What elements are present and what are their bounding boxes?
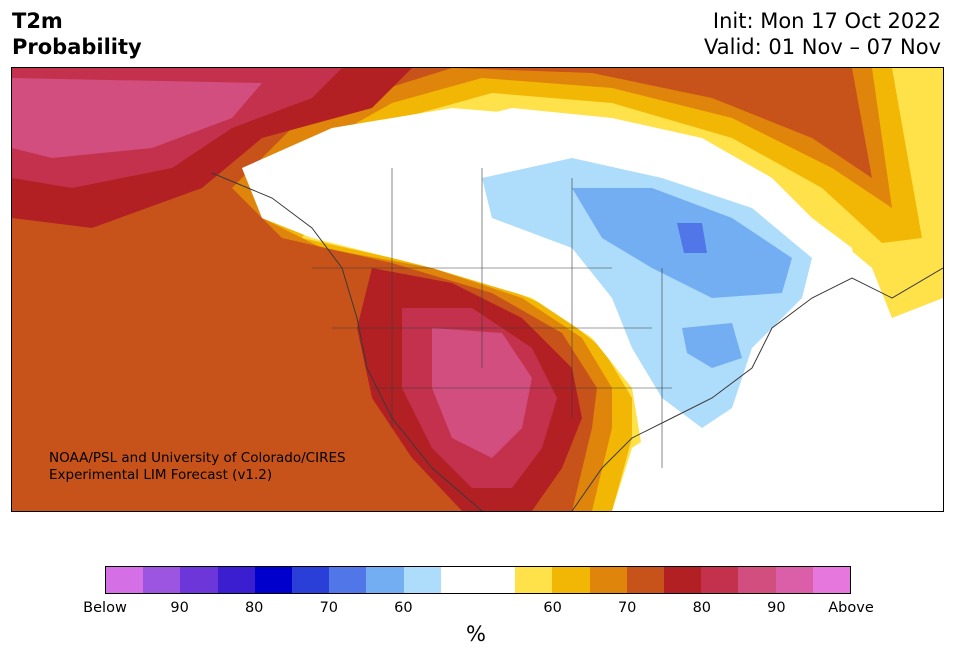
colorbar-tick-labels: Below 90 80 70 60 60 70 80 90 Above bbox=[0, 600, 953, 620]
colorbar-tick-label: 60 bbox=[394, 600, 413, 616]
colorbar-segment bbox=[217, 567, 255, 593]
colorbar-segment bbox=[738, 567, 776, 593]
init-date: Init: Mon 17 Oct 2022 bbox=[712, 9, 941, 33]
colorbar-tick-label: 90 bbox=[170, 600, 189, 616]
below-mid-zone bbox=[572, 188, 792, 368]
forecast-map bbox=[11, 67, 944, 512]
colorbar-tick-label: 60 bbox=[543, 600, 562, 616]
colorbar-tick-label: Below bbox=[83, 600, 127, 616]
colorbar-segment bbox=[366, 567, 404, 593]
title-metric: Probability bbox=[12, 35, 142, 59]
map-canvas bbox=[12, 68, 943, 511]
colorbar-tick-label: 70 bbox=[319, 600, 339, 616]
colorbar-segment bbox=[515, 567, 553, 593]
above-crimson-zone bbox=[12, 68, 557, 488]
colorbar-segment bbox=[552, 567, 590, 593]
below-deep-zone bbox=[677, 223, 707, 253]
coastline bbox=[211, 172, 943, 511]
colorbar-segment bbox=[329, 567, 367, 593]
colorbar-segment bbox=[440, 567, 479, 593]
map-title: T2m Probability bbox=[12, 8, 142, 60]
colorbar-segment bbox=[812, 567, 851, 593]
above-pink-zone bbox=[12, 78, 532, 458]
colorbar-segment bbox=[478, 567, 516, 593]
colorbar-segment bbox=[701, 567, 739, 593]
credit-line-1: NOAA/PSL and University of Colorado/CIRE… bbox=[49, 450, 346, 466]
colorbar-segment bbox=[106, 567, 144, 593]
state-borders bbox=[312, 168, 672, 468]
forecast-dates: Init: Mon 17 Oct 2022 Valid: 01 Nov – 07… bbox=[704, 8, 941, 60]
colorbar-segment bbox=[180, 567, 218, 593]
colorbar-segment bbox=[254, 567, 293, 593]
colorbar-segment bbox=[403, 567, 441, 593]
colorbar-segment bbox=[292, 567, 330, 593]
colorbar-segment bbox=[775, 567, 813, 593]
colorbar bbox=[105, 566, 851, 594]
valid-range: Valid: 01 Nov – 07 Nov bbox=[704, 35, 941, 59]
colorbar-tick-label: 70 bbox=[617, 600, 637, 616]
colorbar-tick-label: 90 bbox=[767, 600, 786, 616]
colorbar-segment bbox=[664, 567, 702, 593]
colorbar-segment bbox=[143, 567, 181, 593]
credit-line-2: Experimental LIM Forecast (v1.2) bbox=[49, 467, 273, 483]
colorbar-segment bbox=[626, 567, 665, 593]
colorbar-tick-label: Above bbox=[828, 600, 874, 616]
colorbar-tick-label: 80 bbox=[244, 600, 264, 616]
colorbar-unit: % bbox=[466, 622, 486, 646]
colorbar-segment bbox=[589, 567, 627, 593]
credit-text: NOAA/PSL and University of Colorado/CIRE… bbox=[49, 450, 346, 484]
title-variable: T2m bbox=[12, 9, 63, 33]
colorbar-tick-label: 80 bbox=[692, 600, 712, 616]
